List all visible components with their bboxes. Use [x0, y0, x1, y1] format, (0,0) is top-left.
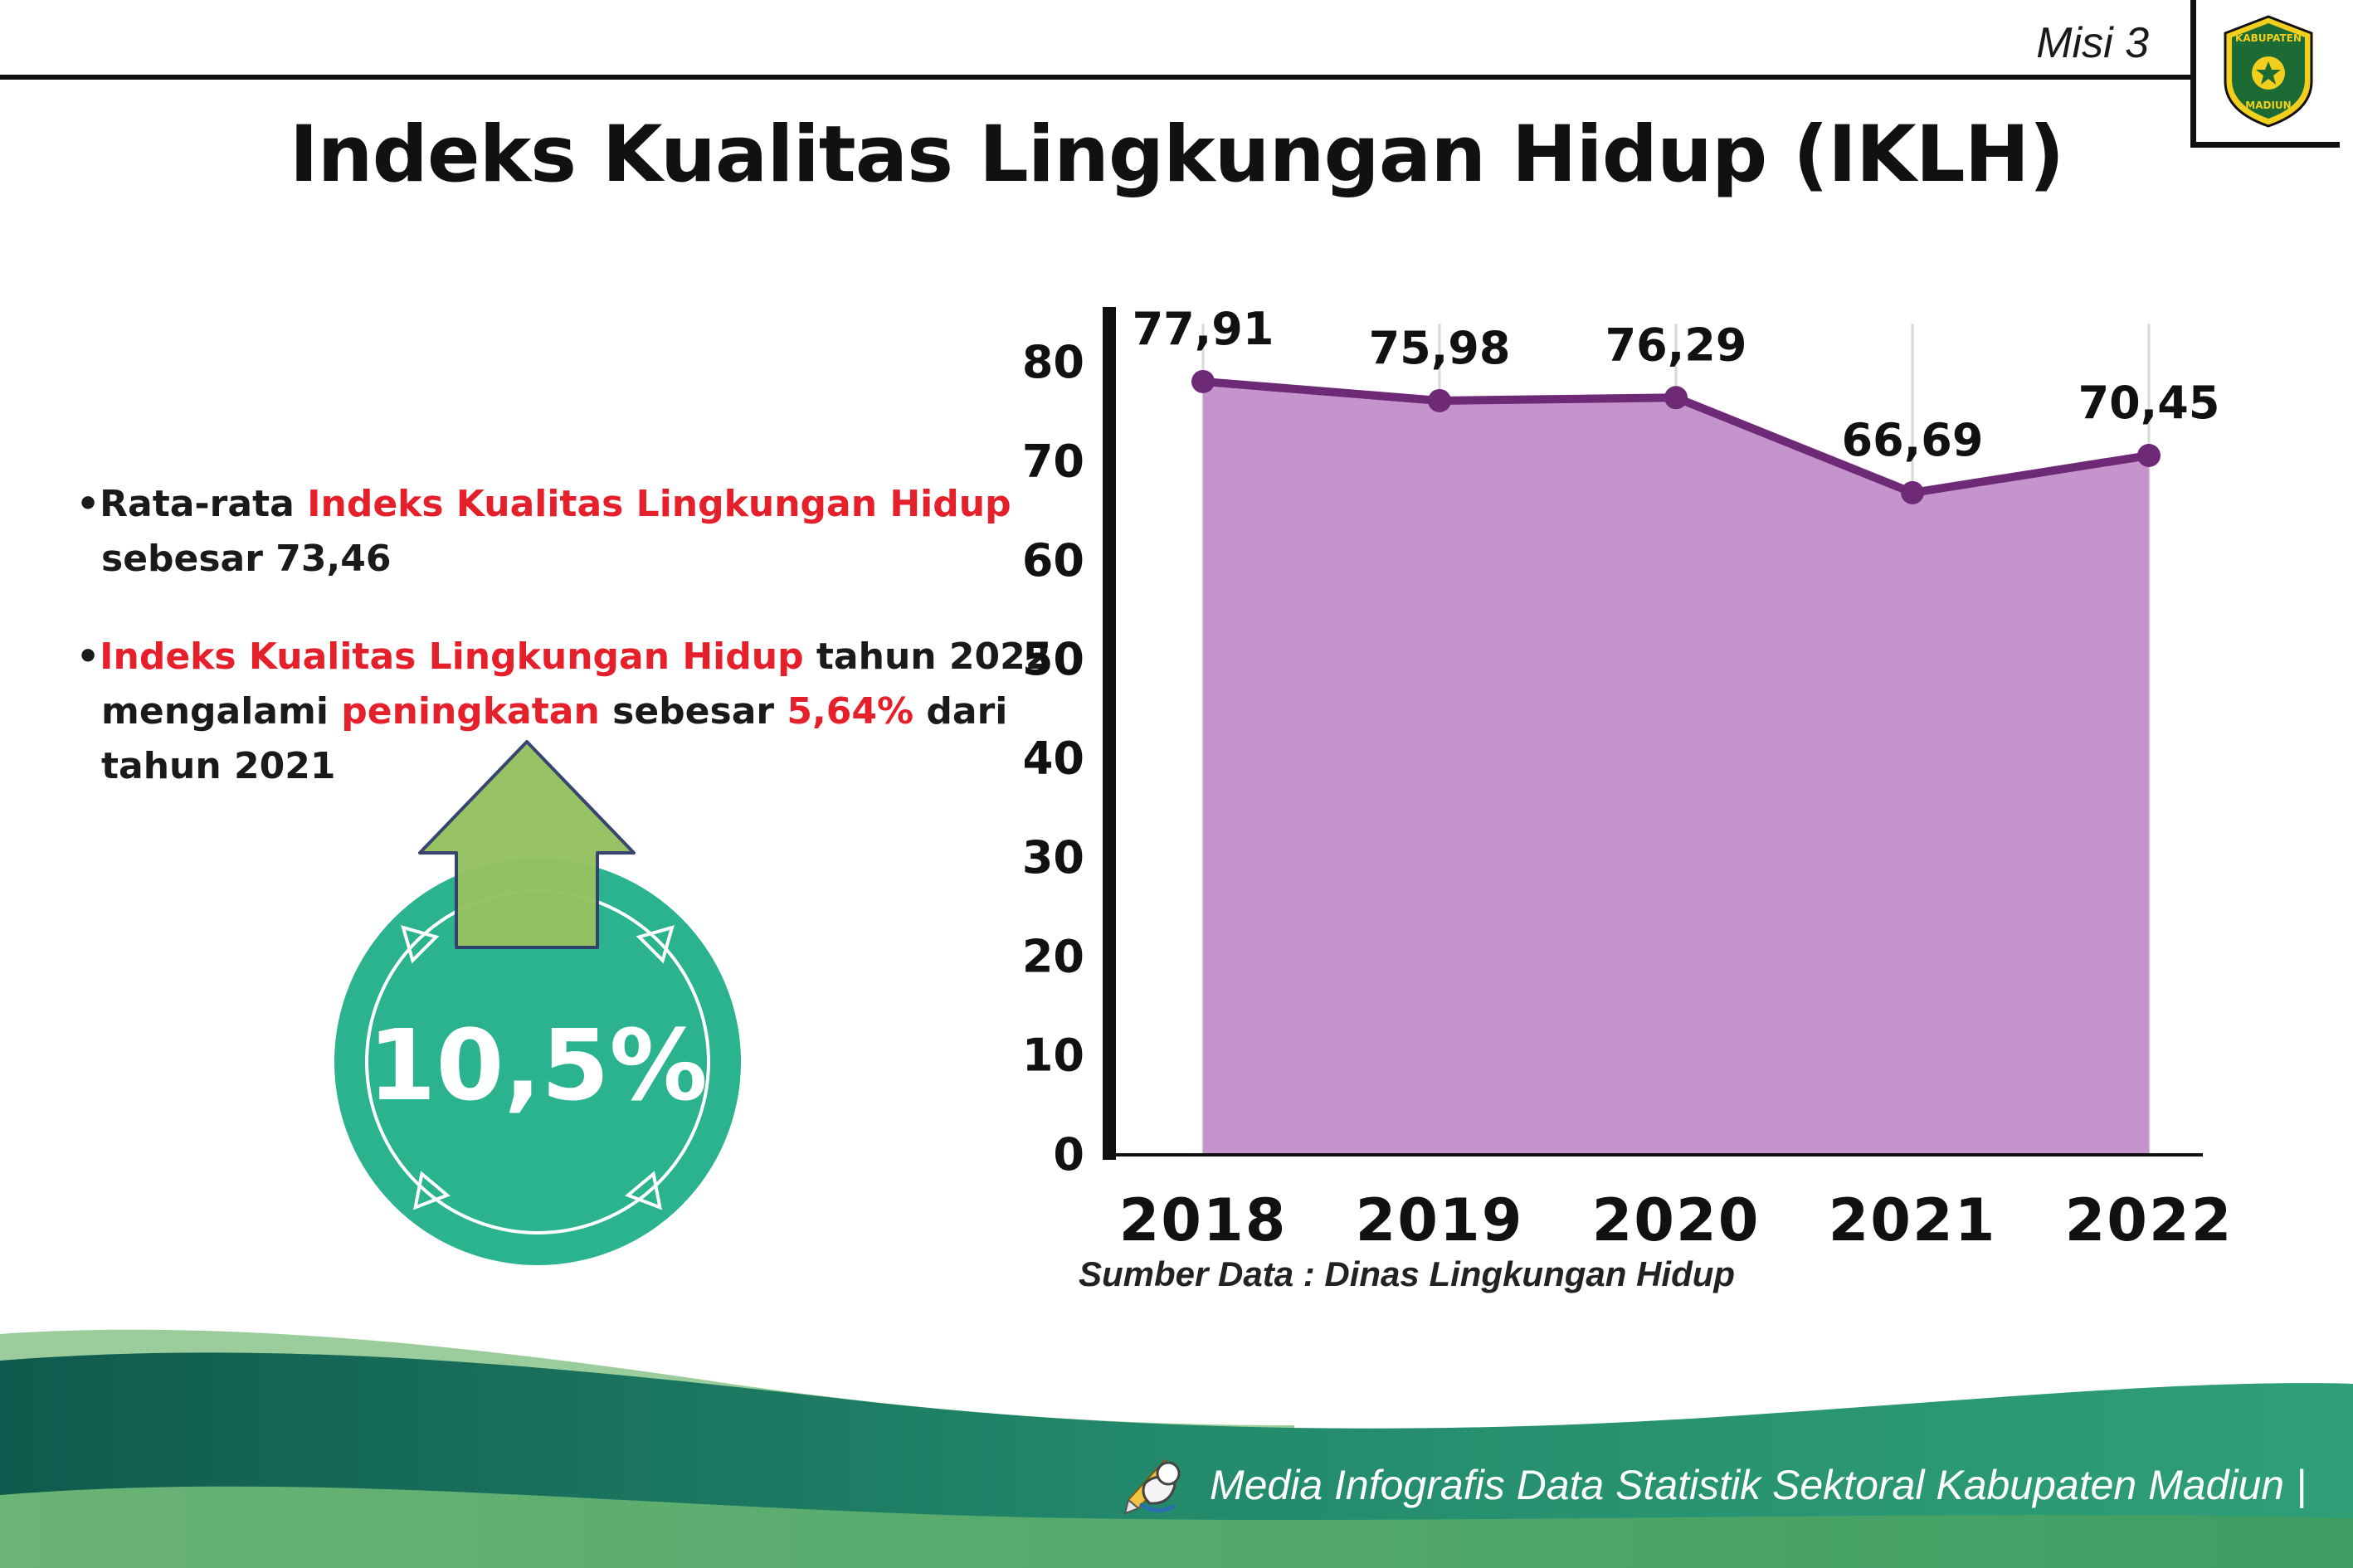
logo-text-line2: MADIUN — [2245, 100, 2291, 111]
svg-text:30: 30 — [1025, 831, 1084, 884]
svg-text:40: 40 — [1025, 733, 1084, 785]
kabupaten-madiun-logo: KABUPATEN MADIUN — [2190, 0, 2340, 148]
footer-wave-green — [0, 1486, 2353, 1568]
source-note: Sumber Data : Dinas Lingkungan Hidup — [1079, 1254, 1736, 1293]
writer-mascot-icon — [1123, 1458, 1181, 1515]
bullet-average-iklh: •Rata-rata Indeks Kualitas Lingkungan Hi… — [76, 477, 1064, 587]
bullet2-highlight-1: Indeks Kualitas Lingkungan Hidup — [100, 635, 804, 678]
svg-text:75,98: 75,98 — [1369, 322, 1511, 374]
increase-badge-svg: 10,5% — [334, 740, 741, 1265]
svg-text:77,91: 77,91 — [1133, 303, 1274, 355]
bullet-increase-iklh: •Indeks Kualitas Lingkungan Hidup tahun … — [76, 630, 1064, 794]
svg-text:60: 60 — [1025, 534, 1084, 587]
page-title: Indeks Kualitas Lingkungan Hidup (IKLH) — [289, 110, 2065, 200]
badge-value: 10,5% — [368, 1008, 707, 1122]
increase-badge: 10,5% — [322, 738, 753, 1278]
header-rule — [0, 75, 2190, 80]
iklh-area-chart-svg: 0 10 20 30 40 50 60 70 80 77,91 2018 75,98 2019 76,29… — [1022, 303, 2234, 1254]
footer-credit-text: Media Infografis Data Statistik Sektoral… — [1209, 1462, 2307, 1508]
svg-text:80: 80 — [1025, 336, 1084, 388]
shield-logo-icon: KABUPATEN MADIUN — [2224, 14, 2312, 128]
logo-text-line1: KABUPATEN — [2235, 32, 2302, 44]
bullet-marker: • — [76, 635, 100, 678]
iklh-chart: 0 10 20 30 40 50 60 70 80 77,91 2018 75,98 2019 76,29… — [1022, 290, 2269, 1273]
svg-text:70,45: 70,45 — [2078, 377, 2220, 429]
footer-credit: Media Infografis Data Statistik Sektoral… — [1117, 1445, 2307, 1525]
svg-text:2018: 2018 — [1119, 1186, 1288, 1254]
misi-label: Misi 3 — [2036, 19, 2149, 67]
bullet2-text-3: dari tahun 2021 — [101, 690, 1008, 787]
bullet2-highlight-2: peningkatan — [341, 690, 600, 733]
svg-text:2020: 2020 — [1592, 1186, 1761, 1254]
bullet2-text-1: tahun 2022 mengalami — [101, 635, 1051, 733]
svg-text:20: 20 — [1025, 930, 1084, 982]
footer-wave-decoration — [0, 1329, 2353, 1568]
svg-text:70: 70 — [1025, 435, 1084, 487]
bullet2-highlight-3: 5,64% — [787, 690, 914, 733]
svg-text:2022: 2022 — [2065, 1186, 2234, 1254]
bullet-marker: • — [76, 483, 100, 525]
svg-text:66,69: 66,69 — [1842, 414, 1984, 466]
svg-text:76,29: 76,29 — [1605, 319, 1747, 371]
bullet1-text-2: sebesar 73,46 — [101, 538, 392, 580]
badge-circle — [334, 859, 741, 1265]
bullet1-highlight: Indeks Kualitas Lingkungan Hidup — [307, 483, 1011, 525]
bullet1-text-1: Rata-rata — [100, 483, 308, 525]
notes-block: •Rata-rata Indeks Kualitas Lingkungan Hi… — [76, 477, 1064, 837]
svg-text:2021: 2021 — [1829, 1186, 1997, 1254]
bullet2-text-2: sebesar — [599, 690, 787, 733]
svg-text:50: 50 — [1025, 633, 1084, 685]
up-arrow-icon — [418, 740, 636, 949]
svg-text:0: 0 — [1053, 1128, 1084, 1181]
svg-text:2019: 2019 — [1356, 1186, 1524, 1254]
svg-text:10: 10 — [1025, 1030, 1084, 1082]
badge-tick-triangles — [401, 925, 675, 1210]
